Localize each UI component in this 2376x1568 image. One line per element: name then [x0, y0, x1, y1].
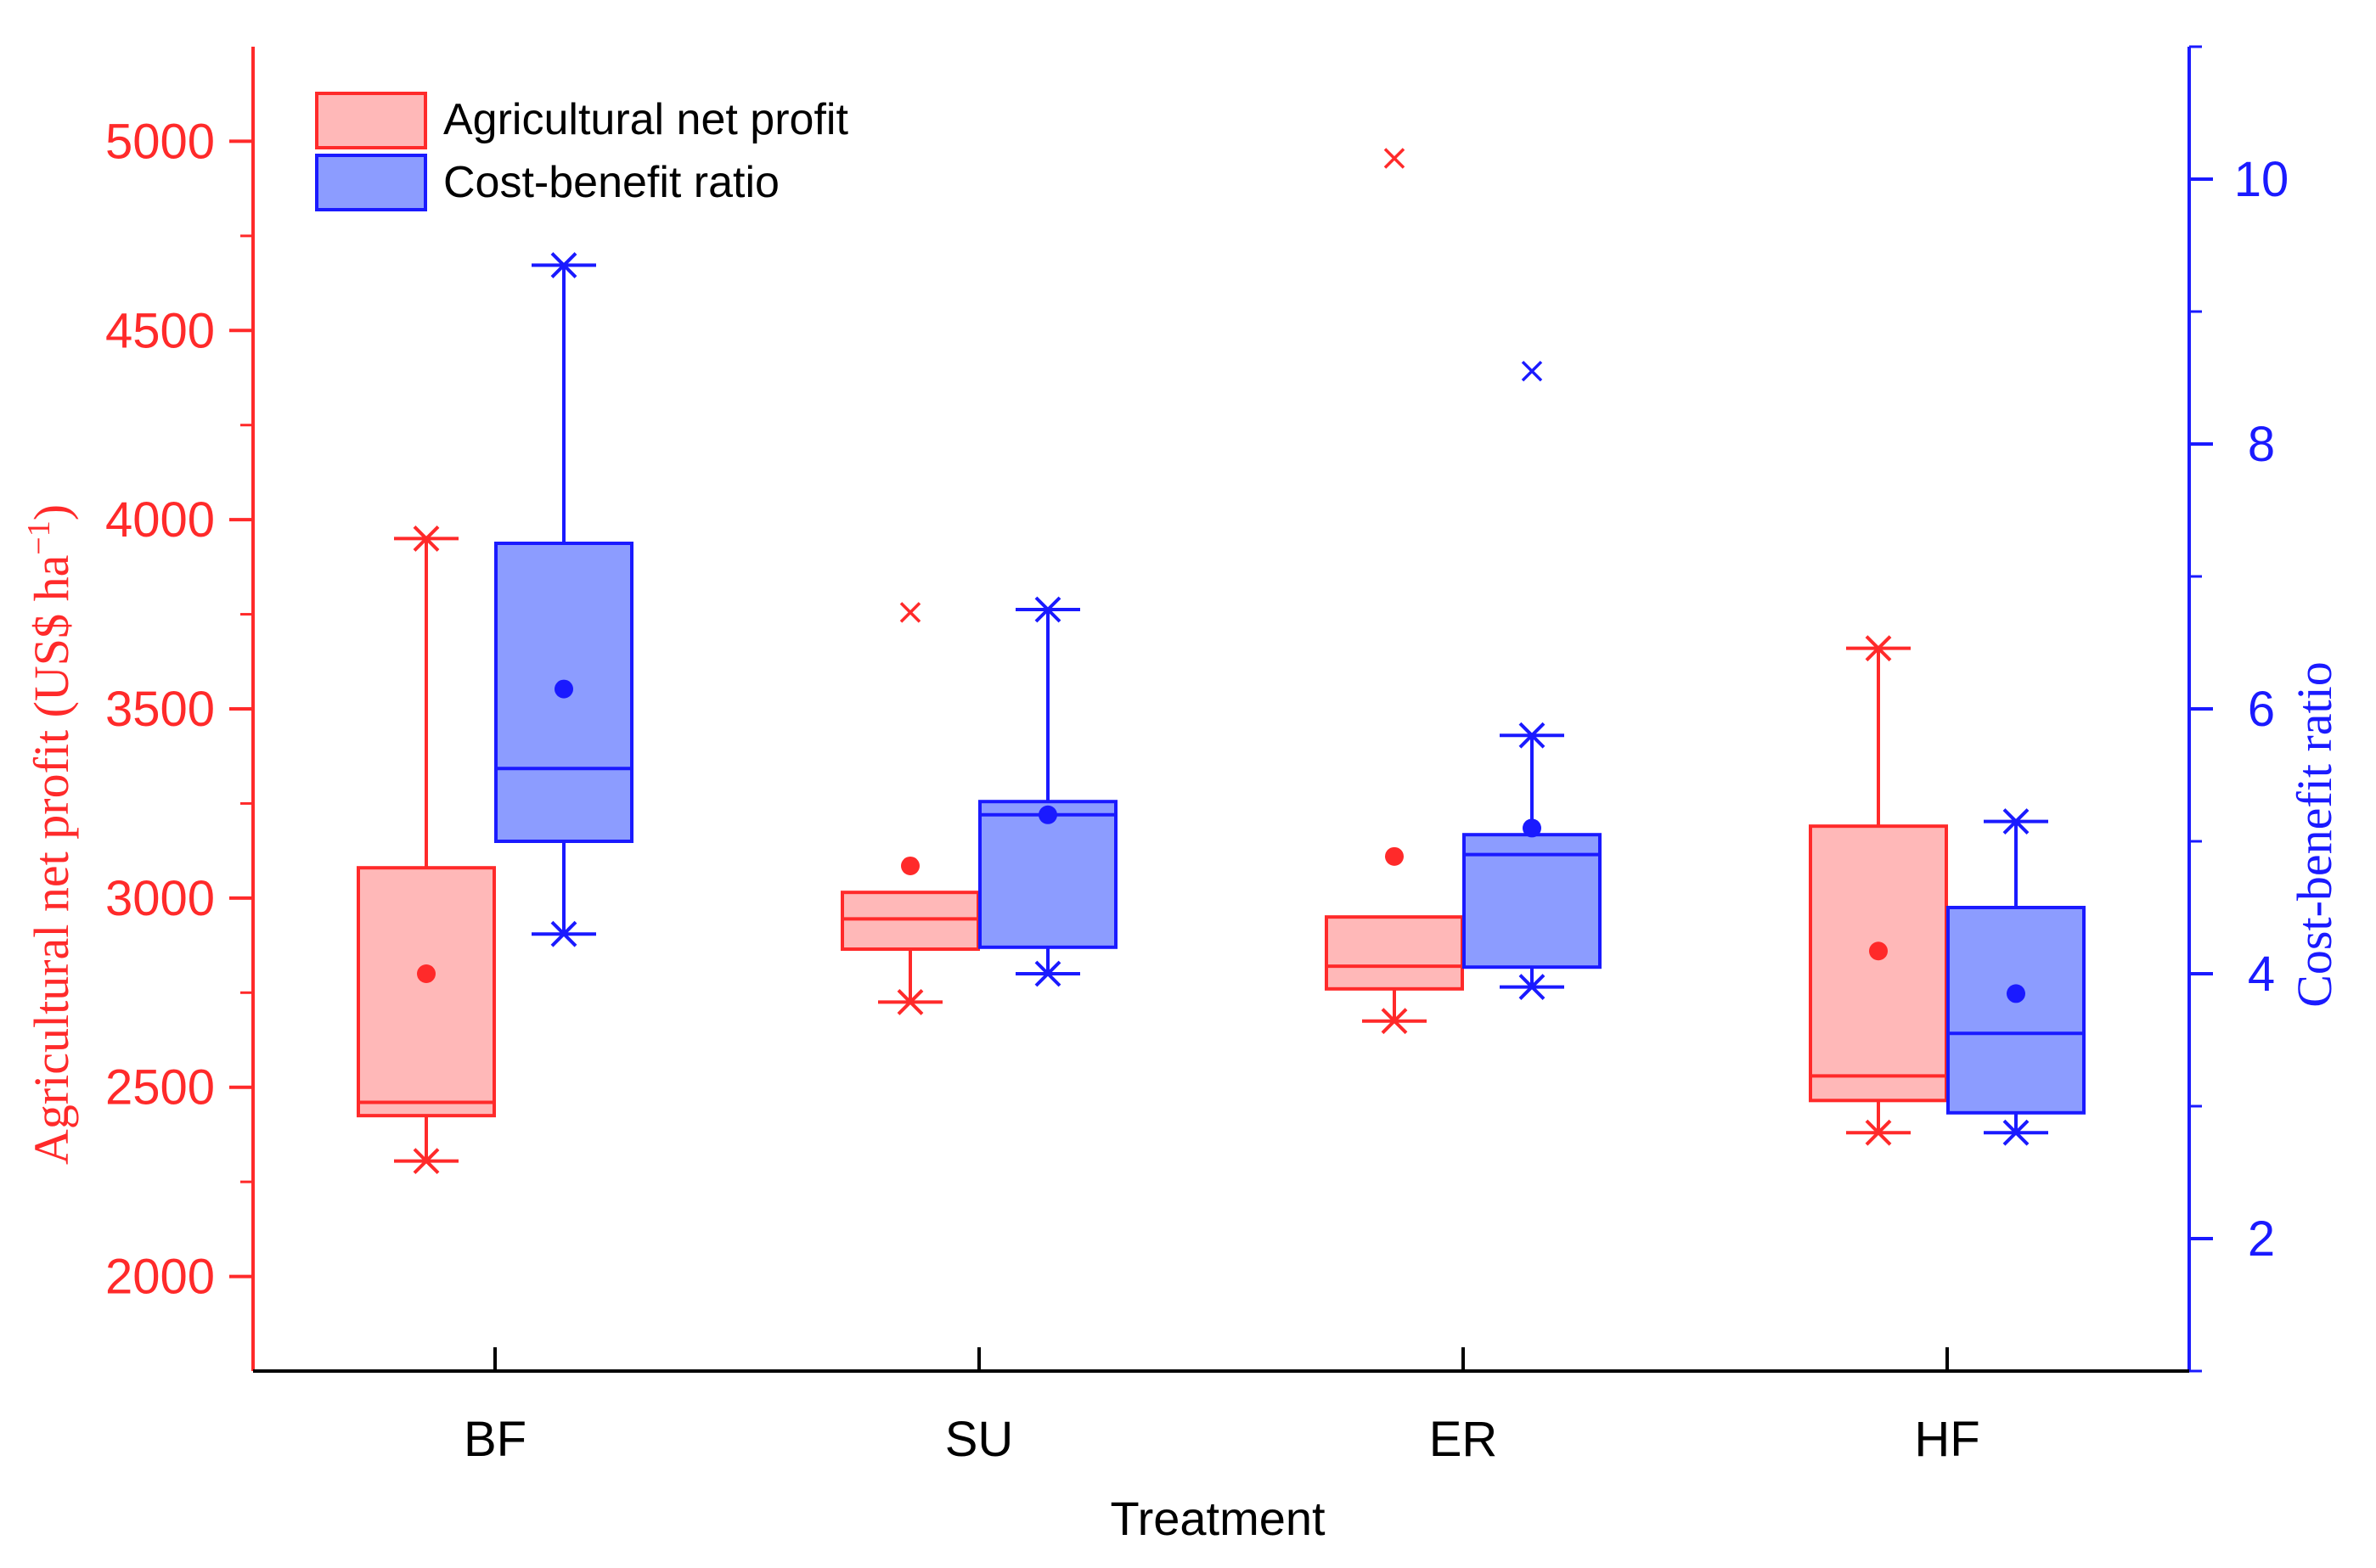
mean-marker	[1385, 846, 1404, 866]
mean-marker	[1523, 818, 1541, 838]
left-y-tick-label: 3000	[105, 871, 215, 926]
box-profit-hf	[1809, 635, 1948, 1146]
x-tick-label: SU	[945, 1412, 1014, 1467]
right-y-tick-label: 10	[2234, 152, 2289, 207]
outlier-marker	[899, 602, 921, 623]
extreme-marker	[1381, 1008, 1408, 1035]
mean-marker	[2007, 984, 2025, 1003]
box-body	[1946, 906, 2086, 1115]
extreme-marker	[413, 1148, 440, 1175]
box-ratio-su	[978, 596, 1118, 987]
mean-marker	[417, 964, 436, 983]
box-ratio-hf	[1946, 808, 2086, 1146]
mean-marker	[1039, 805, 1057, 824]
x-tick-label: BF	[464, 1412, 526, 1467]
outlier-marker	[1521, 360, 1543, 382]
left-y-axis-title-main: Agricultural net profit (US$ ha	[24, 555, 79, 1165]
right-y-tick-label: 4	[2248, 947, 2275, 1002]
left-y-axis-title-close: )	[24, 504, 79, 520]
extreme-marker	[413, 525, 440, 552]
extreme-marker	[550, 251, 577, 278]
box-profit-er	[1325, 148, 1464, 1035]
extreme-marker	[1865, 1119, 1892, 1146]
box-body	[1809, 824, 1948, 1103]
right-y-tick-label: 2	[2248, 1211, 2275, 1267]
box-ratio-bf	[494, 251, 633, 947]
box-body	[978, 800, 1118, 949]
right-y-axis-title: Cost-benefit ratio	[2287, 661, 2342, 1008]
box-profit-bf	[357, 525, 496, 1175]
left-y-axis-title-superscript: −1	[21, 520, 57, 554]
extreme-marker	[897, 989, 924, 1015]
legend: Agricultural net profit Cost-benefit rat…	[315, 92, 848, 211]
box-body	[841, 891, 980, 952]
box-ratio-er	[1462, 360, 1602, 1001]
box-body	[1325, 915, 1464, 991]
mean-marker	[901, 856, 920, 875]
left-y-tick-label: 3500	[105, 682, 215, 737]
x-tick-label: ER	[1429, 1412, 1498, 1467]
extreme-marker	[2002, 1119, 2030, 1146]
outlier-marker	[1383, 148, 1405, 169]
axes-group: 2000 2500 3000 3500 4000 4500 5000 2 4 6 8 10 BF SU ER…	[105, 45, 2289, 1467]
extreme-marker	[2002, 808, 2030, 835]
mean-marker	[555, 679, 573, 699]
right-y-tick-label: 6	[2248, 682, 2275, 737]
extreme-marker	[1034, 960, 1061, 987]
right-y-tick-label: 8	[2248, 417, 2275, 472]
left-y-tick-label: 2000	[105, 1250, 215, 1305]
legend-label-cost-benefit: Cost-benefit ratio	[443, 158, 780, 207]
box-profit-su	[841, 602, 980, 1015]
boxes-group	[357, 148, 2086, 1175]
left-y-tick-label: 4500	[105, 303, 215, 358]
left-y-tick-label: 2500	[105, 1060, 215, 1116]
extreme-marker	[550, 920, 577, 947]
extreme-marker	[1865, 635, 1892, 662]
legend-swatch-cost-benefit	[315, 154, 427, 211]
left-y-tick-label: 4000	[105, 492, 215, 548]
legend-label-net-profit: Agricultural net profit	[443, 95, 848, 144]
x-axis-title: Treatment	[1110, 1492, 1326, 1545]
box-body	[357, 866, 496, 1118]
extreme-marker	[1518, 722, 1546, 749]
mean-marker	[1869, 941, 1888, 961]
extreme-marker	[1518, 974, 1546, 1001]
left-y-tick-label: 5000	[105, 114, 215, 169]
left-y-axis-title: Agricultural net profit (US$ ha−1)	[21, 504, 79, 1165]
extreme-marker	[1034, 596, 1061, 623]
legend-swatch-net-profit	[315, 92, 427, 149]
x-tick-label: HF	[1914, 1412, 1979, 1467]
